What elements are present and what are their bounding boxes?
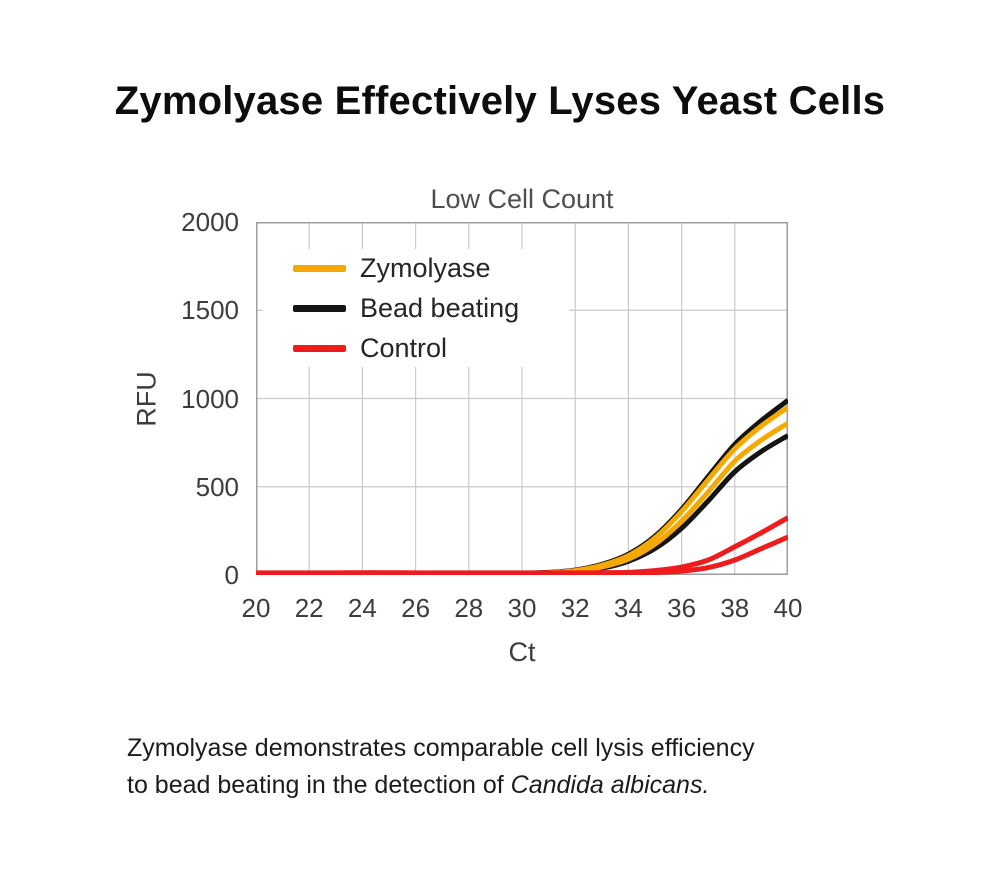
legend-label-bead-beating: Bead beating bbox=[360, 292, 520, 323]
x-tick-label: 38 bbox=[720, 593, 750, 623]
x-tick-label: 34 bbox=[613, 593, 643, 623]
x-tick-label: 28 bbox=[454, 593, 484, 623]
y-tick-label: 2000 bbox=[181, 207, 239, 237]
x-tick-label: 32 bbox=[560, 593, 590, 623]
chart-title: Low Cell Count bbox=[430, 184, 614, 214]
legend-swatch-bead-beating bbox=[293, 304, 346, 312]
species-name: Candida albicans. bbox=[510, 771, 710, 799]
caption-line2: to bead beating in the detection of Cand… bbox=[127, 771, 710, 799]
x-tick-label: 26 bbox=[401, 593, 431, 623]
legend-swatch-control bbox=[293, 344, 346, 352]
y-tick-label: 0 bbox=[224, 560, 239, 590]
x-tick-label: 24 bbox=[347, 593, 377, 623]
legend: Zymolyase Bead beating Control bbox=[263, 249, 569, 367]
legend-label-control: Control bbox=[360, 332, 448, 363]
legend-item-control: Control bbox=[263, 330, 569, 366]
y-tick-label: 1500 bbox=[181, 295, 239, 326]
x-tick-label: 20 bbox=[241, 593, 271, 623]
legend-item-bead-beating: Bead beating bbox=[263, 290, 569, 326]
x-tick-label: 30 bbox=[507, 593, 537, 623]
amplification-plot bbox=[256, 222, 788, 575]
page-title: Zymolyase Effectively Lyses Yeast Cells bbox=[114, 79, 886, 123]
legend-item-zymolyase: Zymolyase bbox=[263, 250, 569, 286]
y-axis-label: RFU bbox=[131, 371, 162, 427]
x-tick-label: 36 bbox=[667, 593, 697, 623]
x-axis-label: Ct bbox=[508, 637, 536, 667]
y-tick-label: 1000 bbox=[181, 383, 239, 414]
x-tick-label: 40 bbox=[773, 593, 803, 623]
y-tick-label: 500 bbox=[195, 471, 239, 502]
legend-label-zymolyase: Zymolyase bbox=[360, 252, 491, 283]
curve-control-rep2 bbox=[256, 534, 788, 575]
caption: Zymolyase demonstrates comparable cell l… bbox=[127, 730, 917, 804]
legend-swatch-zymolyase bbox=[293, 264, 346, 272]
x-tick-label: 22 bbox=[294, 593, 324, 623]
caption-line1: Zymolyase demonstrates comparable cell l… bbox=[127, 734, 755, 762]
